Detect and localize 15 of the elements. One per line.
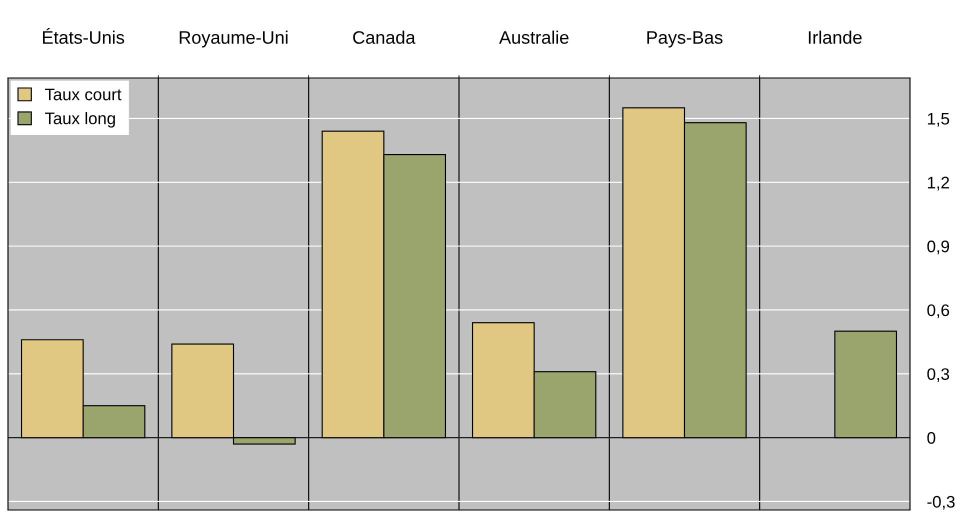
legend-label: Taux court [45, 88, 122, 100]
x-tick-label: États-Unis [43, 28, 124, 44]
x-tick-label: Pays-Bas [647, 31, 722, 48]
x-tick-label: Australie [499, 30, 568, 44]
legend-label: Taux long [45, 112, 115, 128]
x-tick-label: Royaume-Uni [180, 30, 288, 48]
y-tick-label: 0,3 [927, 368, 950, 382]
x-tick-label: Irlande [808, 30, 862, 44]
y-tick-label: 1,2 [928, 176, 949, 190]
y-tick-label: 1,5 [928, 113, 950, 127]
x-tick-label: Canada [353, 30, 416, 44]
y-tick-label: -0,3 [927, 496, 955, 510]
y-tick-label: 0,6 [927, 304, 950, 318]
y-tick-label: 0 [927, 432, 936, 444]
y-tick-label: 0,9 [927, 240, 950, 254]
